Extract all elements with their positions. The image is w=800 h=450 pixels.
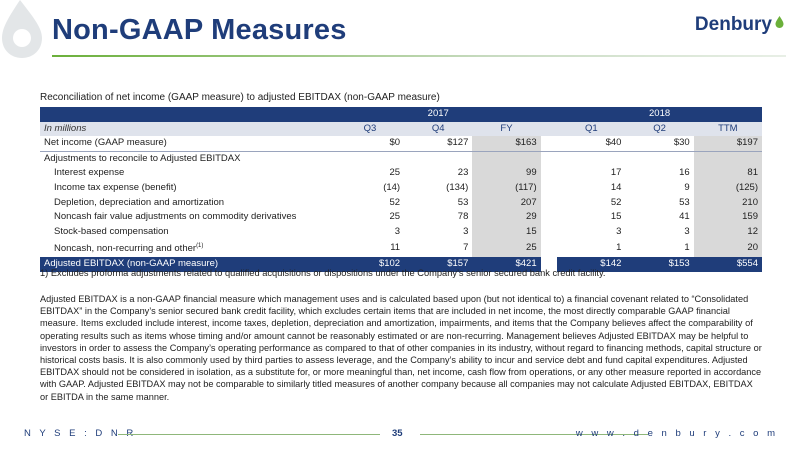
logo-drop-icon (775, 16, 784, 28)
table-cell: 3 (616, 225, 622, 237)
table-cell: 207 (472, 195, 541, 211)
ticker-symbol: N Y S E : D N R (24, 428, 137, 439)
year-header-blank (40, 107, 336, 122)
table-cell: 25 (389, 167, 401, 179)
table-cell: 15 (472, 224, 541, 240)
units-label: In millions (40, 121, 336, 137)
table-cell: 7 (463, 241, 469, 253)
table-cell: $0 (335, 136, 405, 152)
table-cell: 25 (389, 211, 401, 223)
adjustments-label-row: Adjustments to reconcile to Adjusted EBI… (40, 151, 762, 167)
table-cell: $127 (404, 136, 473, 152)
table-cell: (14) (383, 181, 401, 193)
website-link[interactable]: w w w . d e n b u r y . c o m (575, 428, 778, 439)
table-cell: 3 (463, 225, 469, 237)
row-label: Stock-based compensation (54, 225, 169, 237)
table-cell: 17 (610, 167, 622, 179)
table-cell: (117) (472, 180, 541, 196)
row-label: Net income (GAAP measure) (40, 136, 336, 152)
page-title: Non-GAAP Measures (52, 14, 347, 46)
table-cell: 99 (472, 166, 541, 181)
table-cell: $142 (557, 257, 626, 272)
row-label: Adjusted EBITDAX (non-GAAP measure) (40, 257, 336, 272)
table-caption: Reconciliation of net income (GAAP measu… (40, 92, 440, 103)
table-cell: 210 (693, 195, 762, 211)
row-label: Adjustments to reconcile to Adjusted EBI… (44, 152, 241, 164)
year-2017-header: 2017 (335, 107, 541, 122)
table-cell: 3 (684, 225, 690, 237)
table-cell: 29 (472, 210, 541, 225)
table-row: Noncash fair value adjustments on commod… (40, 210, 762, 225)
row-label: Depletion, depreciation and amortization (54, 196, 225, 208)
reconciliation-table: 2017 2018 In millions Q3 Q4 FY Q1 Q2 TTM… (40, 107, 762, 272)
table-cell: 52 (610, 196, 622, 208)
page-footer: N Y S E : D N R 35 w w w . d e n b u r y… (0, 428, 800, 442)
table-cell: 3 (394, 225, 401, 237)
table-cell: (134) (446, 181, 469, 193)
table-cell: 9 (684, 181, 690, 193)
footer-divider-right (420, 434, 648, 435)
year-header-row: 2017 2018 (40, 107, 762, 122)
table-cell: 20 (693, 239, 762, 258)
period-header: Q1 (557, 121, 626, 137)
table-cell: 15 (610, 211, 622, 223)
table-cell: 12 (693, 224, 762, 240)
period-header: Q2 (625, 121, 694, 137)
table-cell: $40 (557, 136, 626, 152)
table-row: Interest expense 25 23 99 17 16 81 (40, 166, 762, 181)
table-cell: 53 (457, 196, 469, 208)
table-cell: 52 (389, 196, 401, 208)
table-cell: $163 (472, 136, 541, 152)
table-cell: 159 (693, 210, 762, 225)
table-cell: 78 (457, 211, 469, 223)
table-row: Depletion, depreciation and amortization… (40, 195, 762, 211)
year-2018-header: 2018 (557, 107, 762, 122)
row-label-text: Noncash, non-recurring and other (54, 243, 197, 255)
table-cell: $30 (625, 136, 694, 152)
table-cell: 11 (390, 241, 401, 253)
period-header: FY (472, 121, 541, 137)
footnote: 1) Excludes proforma adjustments related… (40, 268, 606, 278)
table-row: Noncash, non-recurring and other(1) 11 7… (40, 239, 762, 258)
footer-divider-left (118, 434, 380, 435)
adjusted-ebitdax-total-row: Adjusted EBITDAX (non-GAAP measure) $102… (40, 257, 762, 272)
table-cell: 41 (679, 211, 690, 223)
title-underline (52, 55, 786, 57)
net-income-row: Net income (GAAP measure) $0 $127 $163 $… (40, 136, 762, 152)
table-cell: 16 (679, 167, 690, 179)
table-cell: $197 (693, 136, 762, 152)
table-cell: $153 (625, 257, 694, 272)
period-header: TTM (693, 121, 762, 137)
table-cell: $554 (693, 257, 762, 272)
table-row: Stock-based compensation 3 3 15 3 3 12 (40, 224, 762, 240)
table-cell: (125) (693, 180, 762, 196)
table-cell: 14 (610, 181, 622, 193)
table-cell: 1 (616, 241, 622, 253)
table-cell: 25 (472, 239, 541, 258)
period-header-row: In millions Q3 Q4 FY Q1 Q2 TTM (40, 121, 762, 137)
water-drop-watermark-icon (2, 0, 42, 58)
period-header: Q4 (404, 121, 473, 137)
explanatory-paragraph: Adjusted EBITDAX is a non-GAAP financial… (40, 294, 762, 402)
table-cell: $421 (472, 257, 541, 272)
period-header: Q3 (335, 121, 405, 137)
denbury-logo: Denbury (695, 14, 784, 36)
table-cell: 81 (693, 166, 762, 181)
table-row: Income tax expense (benefit) (14) (134) … (40, 180, 762, 196)
row-label: Income tax expense (benefit) (54, 181, 177, 193)
footnote-marker: (1) (196, 243, 204, 250)
page-number: 35 (392, 428, 403, 439)
row-label: Noncash fair value adjustments on commod… (54, 211, 297, 223)
table-cell: 23 (457, 167, 469, 179)
table-cell: $157 (404, 257, 473, 272)
table-cell: $102 (335, 257, 405, 272)
row-label: Interest expense (54, 167, 125, 179)
table-cell: 1 (684, 241, 690, 253)
row-label: Noncash, non-recurring and other(1) (40, 239, 336, 257)
table-cell: 53 (679, 196, 690, 208)
logo-text: Denbury (694, 14, 772, 35)
